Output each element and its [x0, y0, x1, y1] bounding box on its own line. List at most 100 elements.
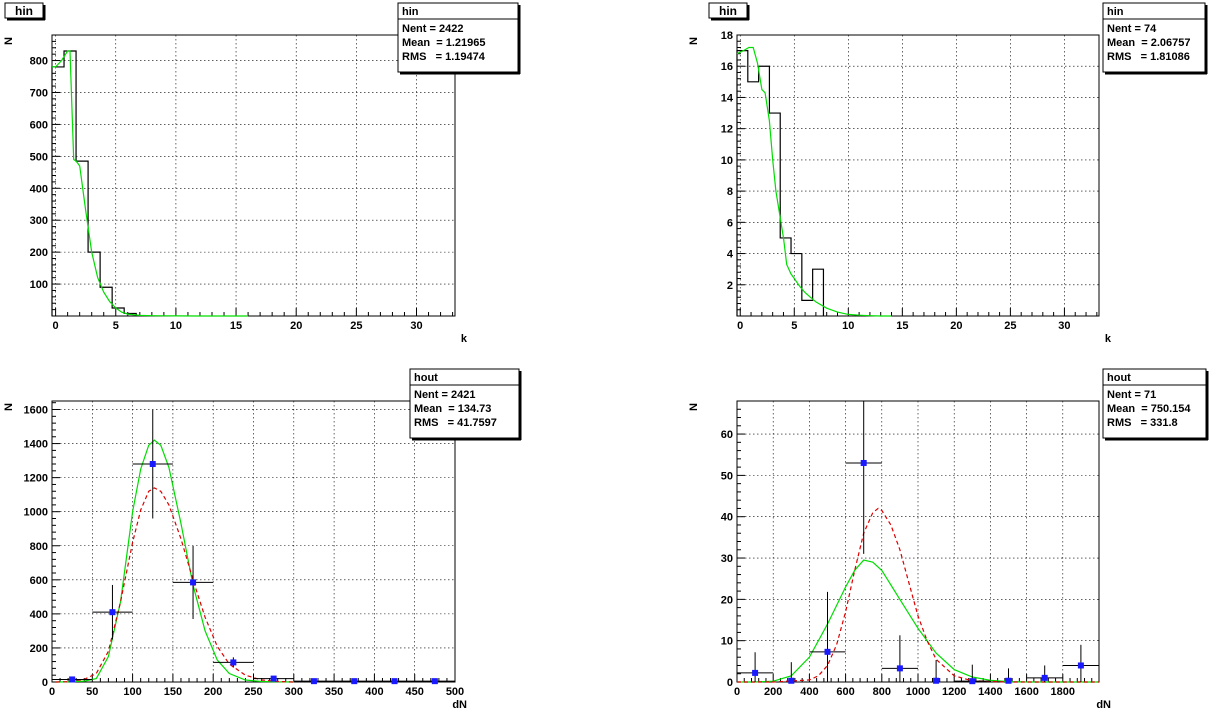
- bottom-right-pad: 0 200 400 600 800 1000 1200 1400 1600 1800 0 10 20 30…: [606, 355, 1212, 711]
- point-marker: [351, 678, 358, 685]
- stats-name: hout: [414, 372, 438, 384]
- data-point: [933, 660, 940, 684]
- y-tick-label: 40: [721, 512, 733, 524]
- green-curve: [55, 439, 294, 683]
- stats-row: Mean = 750.154: [1107, 403, 1191, 415]
- y-tick-label: 18: [721, 30, 733, 42]
- y-tick-label: 1200: [24, 473, 48, 485]
- x-tick-label: 20: [950, 320, 962, 332]
- y-tick-label: 10: [721, 636, 733, 648]
- y-tick-label: 0: [727, 677, 733, 689]
- stats-row: Mean = 1.21965: [402, 37, 485, 49]
- data-point: [954, 664, 991, 685]
- point-marker: [190, 579, 197, 586]
- x-tick-label: 15: [230, 320, 242, 332]
- x-tick-label: 400: [800, 686, 818, 698]
- fit-curve: [52, 50, 249, 317]
- x-tick-label: 200: [764, 686, 782, 698]
- point-marker: [149, 461, 156, 468]
- data-point: [172, 545, 214, 619]
- y-tick-label: 16: [721, 61, 733, 73]
- histogram-step: [51, 50, 137, 316]
- x-tick-label: 50: [86, 686, 98, 698]
- x-tick-label: 0: [53, 320, 59, 332]
- data-point: [374, 678, 415, 685]
- stats-row: Mean = 134.73: [414, 403, 491, 415]
- stats-row: RMS = 1.19474: [402, 51, 486, 63]
- stats-row: RMS = 331.8: [1107, 417, 1178, 429]
- data-point: [788, 662, 795, 684]
- data-point: [293, 678, 335, 685]
- x-tick-label: 30: [410, 320, 422, 332]
- title-box: [708, 2, 748, 19]
- stats-name: hin: [402, 6, 419, 18]
- x-tick-label: 20: [290, 320, 302, 332]
- data-point: [809, 591, 846, 682]
- data-point: [881, 635, 918, 682]
- point-marker: [788, 677, 795, 684]
- y-tick-label: 300: [30, 215, 48, 227]
- y-tick-label: 6: [727, 217, 733, 229]
- point-marker: [310, 678, 317, 685]
- point-marker: [752, 669, 759, 676]
- y-tick-label: 200: [30, 643, 48, 655]
- point-marker: [896, 665, 903, 672]
- x-tick-label: 350: [325, 686, 343, 698]
- y-tick-label: 200: [30, 247, 48, 259]
- plot-frame: [51, 34, 456, 317]
- x-tick-label: 100: [123, 686, 141, 698]
- y-tick-label: 12: [721, 124, 733, 136]
- y-tick-label: 1400: [24, 439, 48, 451]
- title-box: [4, 2, 44, 19]
- x-tick-label: 25: [350, 320, 362, 332]
- x-tick-label: 0: [737, 320, 743, 332]
- stats-row: Nent = 2421: [414, 389, 475, 401]
- y-axis-label: N: [688, 403, 700, 411]
- x-tick-label: 10: [170, 320, 182, 332]
- x-tick-label: 800: [873, 686, 891, 698]
- stats-box: [1102, 368, 1207, 439]
- x-tick-label: 600: [836, 686, 854, 698]
- stats-row: RMS = 1.81086: [1107, 51, 1190, 63]
- data-point: [1062, 644, 1099, 682]
- x-tick-label: 5: [113, 320, 119, 332]
- bottom-right-chart: 0 200 400 600 800 1000 1200 1400 1600 1800 0 10 20 30…: [688, 368, 1209, 711]
- point-marker: [391, 678, 398, 685]
- green-curve: [737, 559, 1099, 683]
- chart-title: hin: [719, 4, 737, 18]
- data-point: [334, 678, 375, 685]
- data-point: [132, 409, 173, 519]
- y-axis-label: N: [688, 37, 700, 45]
- x-tick-label: 400: [365, 686, 383, 698]
- x-tick-label: 300: [285, 686, 303, 698]
- data-point: [1005, 668, 1012, 684]
- x-tick-label: 5: [791, 320, 797, 332]
- x-tick-label: 1800: [1051, 686, 1075, 698]
- y-tick-label: 400: [30, 183, 48, 195]
- y-tick-label: 0: [42, 677, 48, 689]
- y-tick-label: 400: [30, 609, 48, 621]
- bottom-left-chart: 0 50 100 150 200 250 300 350 400 450 500 0 200 400 600…: [3, 368, 522, 711]
- y-tick-label: 100: [30, 279, 48, 291]
- data-point: [737, 652, 774, 682]
- stats-box: [397, 2, 519, 73]
- stats-row: Mean = 2.06757: [1107, 37, 1190, 49]
- y-tick-label: 700: [30, 87, 48, 99]
- x-tick-label: 200: [204, 686, 222, 698]
- x-axis-label: k: [461, 333, 468, 345]
- x-tick-label: 1000: [906, 686, 930, 698]
- y-axis-label: N: [3, 37, 15, 45]
- y-tick-label: 4: [727, 249, 734, 261]
- point-marker: [1005, 677, 1012, 684]
- y-tick-label: 8: [727, 186, 733, 198]
- point-marker: [109, 609, 116, 616]
- point-marker: [1041, 674, 1048, 681]
- x-axis-label: dN: [1096, 699, 1111, 710]
- top-left-chart: 0 5 10 15 20 25 30 100 200 300 400 500 600 700 800 k Nhi…: [3, 2, 521, 345]
- x-tick-label: 0: [734, 686, 740, 698]
- stats-row: Nent = 2422: [402, 23, 463, 35]
- x-tick-label: 10: [842, 320, 854, 332]
- stats-name: hout: [1107, 372, 1131, 384]
